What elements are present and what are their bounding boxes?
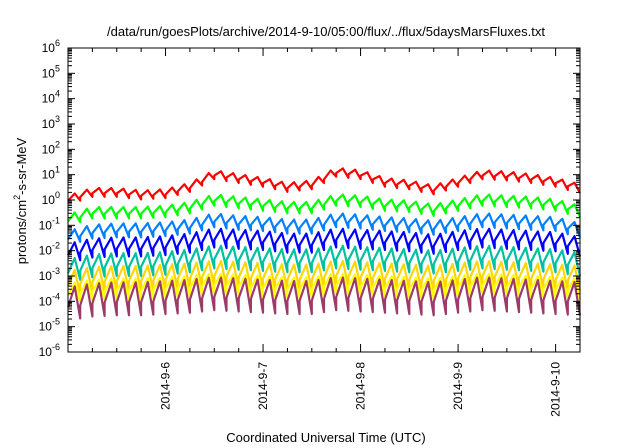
y-axis-label: protons/cm2-s-sr-MeV [12, 137, 29, 264]
plot-area: 10-6 10-5 10-4 10-3 10-2 10-1 100 101 102 103 104 1… [39, 38, 582, 417]
series-line-0 [67, 167, 581, 202]
y-tick-label: 100 [42, 190, 60, 207]
y-axis-label-suffix: -s-sr-MeV [14, 137, 29, 194]
y-tick-label: 10-2 [39, 241, 60, 258]
x-tick-label: 2014-9-8 [354, 362, 368, 410]
x-axis-label: Coordinated Universal Time (UTC) [226, 430, 425, 445]
series-line-3 [67, 227, 582, 262]
x-tick-label: 2014-9-9 [451, 362, 465, 410]
y-tick-label: 106 [42, 38, 60, 55]
series-line-4 [66, 244, 582, 281]
y-tick-label: 10-6 [39, 342, 60, 359]
y-tick-label: 10-4 [39, 291, 60, 308]
y-tick-label: 105 [42, 63, 60, 80]
y-tick-label: 101 [42, 165, 60, 182]
series-line-6 [67, 272, 582, 304]
series-line-7 [66, 276, 582, 320]
chart-title: /data/run/goesPlots/archive/2014-9-10/05… [107, 24, 545, 39]
series-line-2 [67, 212, 582, 243]
y-tick-label: 103 [42, 114, 60, 131]
y-tick-label: 10-1 [39, 215, 60, 232]
x-tick-label: 2014-9-7 [256, 362, 270, 410]
y-tick-label: 10-3 [39, 266, 60, 283]
y-tick-label: 102 [42, 139, 60, 156]
series-line-1 [67, 193, 582, 224]
x-tick-label: 2014-9-10 [549, 362, 563, 417]
y-tick-label: 10-5 [39, 317, 60, 334]
y-axis-label-sup: 2 [12, 195, 22, 200]
y-axis-label-prefix: protons/cm [14, 200, 29, 264]
y-tick-label: 104 [42, 89, 60, 106]
x-tick-label: 2014-9-6 [159, 362, 173, 410]
